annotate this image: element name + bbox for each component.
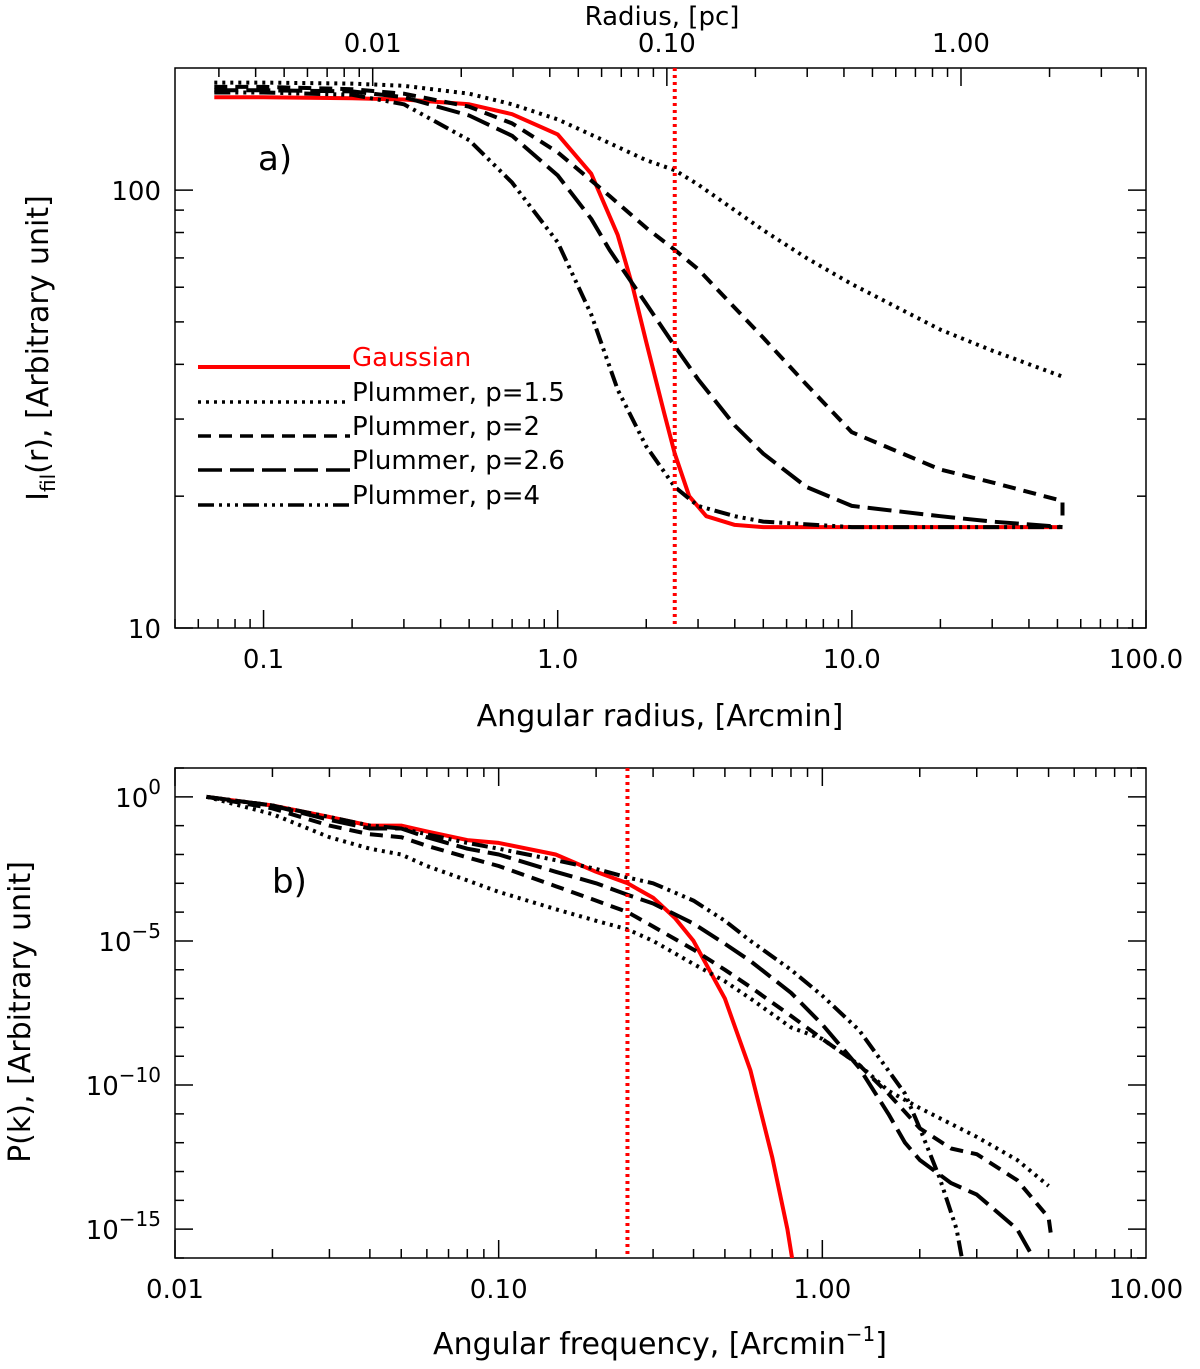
panel-b-series — [205, 794, 1054, 1258]
panel-a-label: a) — [258, 139, 292, 179]
panel-a-xtick-label: 10.0 — [823, 645, 881, 675]
panel-b-ytick-base: 10 — [86, 1216, 119, 1246]
panel-b-xtick-label: 0.01 — [146, 1275, 204, 1305]
panel-b-y-axis-title: P(k), [Arbitrary unit] — [3, 861, 38, 1163]
panel-b-frame — [174, 767, 1147, 1259]
panel-a-top-tick-label: 0.10 — [638, 29, 696, 59]
panel-a-y-axis-title: Ifil(r), [Arbitrary unit] — [21, 195, 60, 501]
panel-b-series-plummer-p-2-6 — [206, 794, 1036, 1258]
panel-a-y-title-sub: fil — [36, 474, 60, 492]
panel-b-label: b) — [272, 862, 307, 902]
panel-b-ytick-exp: 0 — [148, 775, 161, 799]
panel-b-ytick-label: 10−5 — [98, 919, 161, 958]
panel-b-ytick-base: 10 — [98, 928, 131, 958]
panel-b-xtick-label: 10.00 — [1109, 1275, 1183, 1305]
panel-b-ytick-exp: −5 — [132, 919, 161, 943]
panel-b-x-axis-title: Angular frequency, [Arcmin−1] — [433, 1322, 887, 1362]
panel-a-y-title-main: I — [21, 492, 56, 501]
panel-a-series-plummer-p-4 — [214, 90, 1063, 530]
legend-label-p2: Plummer, p=2 — [352, 412, 540, 442]
panel-b-xtick-label: 0.10 — [470, 1275, 528, 1305]
panel-a-series-gaussian — [214, 95, 1063, 530]
panel-b-xtick-label: 1.00 — [793, 1275, 851, 1305]
panel-b-ytick-base: 10 — [115, 784, 148, 814]
panel-b-ytick-label: 10−15 — [86, 1207, 161, 1246]
legend-label-gaussian: Gaussian — [352, 343, 471, 373]
panel-b-x-title-sup: −1 — [846, 1322, 875, 1346]
panel-b-series-plummer-p-1-5 — [205, 794, 1050, 1188]
panel-b-series-plummer-p-4 — [206, 794, 964, 1258]
panel-b-ytick-exp: −10 — [119, 1063, 161, 1087]
panel-b-ytick-label: 10−10 — [86, 1063, 161, 1102]
legend-label-p26: Plummer, p=2.6 — [352, 446, 565, 476]
panel-b-ytick-base: 10 — [86, 1072, 119, 1102]
legend: Gaussian Plummer, p=1.5 Plummer, p=2 Plu… — [198, 343, 565, 511]
panel-a-series-plummer-p-2-6 — [214, 88, 1063, 530]
panel-a-xtick-label: 1.0 — [537, 645, 578, 675]
panel-a-ytick-label: 100 — [111, 177, 161, 207]
panel-a-ytick-label: 10 — [128, 615, 161, 645]
panel-b-series-plummer-p-2 — [206, 794, 1054, 1239]
panel-a-series — [214, 80, 1065, 530]
panel-a-series-plummer-p-1-5 — [214, 80, 1064, 379]
panel-a-top-tick-label: 1.00 — [932, 29, 990, 59]
panel-a-top-tick-label: 0.01 — [344, 29, 402, 59]
panel-b-ytick-label: 100 — [115, 775, 161, 814]
legend-label-p4: Plummer, p=4 — [352, 481, 540, 511]
panel-a-y-title-rest: (r), [Arbitrary unit] — [21, 195, 56, 474]
panel-a-ticks: 0.1 1.0 10.0 100.0 0.01 0.10 1.00 10 100 — [111, 29, 1183, 675]
panel-a-x-axis-title: Angular radius, [Arcmin] — [477, 699, 844, 734]
panel-a-xtick-label: 0.1 — [243, 645, 284, 675]
panel-b-x-title-end: ] — [875, 1327, 887, 1362]
panel-b-ytick-exp: −15 — [119, 1207, 161, 1231]
panel-a: 0.1 1.0 10.0 100.0 0.01 0.10 1.00 10 100 a) Radi… — [21, 2, 1183, 734]
legend-label-p15: Plummer, p=1.5 — [352, 378, 565, 408]
panel-a-frame — [174, 67, 1147, 629]
panel-a-xtick-label: 100.0 — [1109, 645, 1183, 675]
panel-b-x-title-main: Angular frequency, [Arcmin — [433, 1327, 846, 1362]
panel-a-top-axis-title: Radius, [pc] — [585, 2, 740, 32]
panel-a-series-plummer-p-2 — [214, 84, 1065, 517]
